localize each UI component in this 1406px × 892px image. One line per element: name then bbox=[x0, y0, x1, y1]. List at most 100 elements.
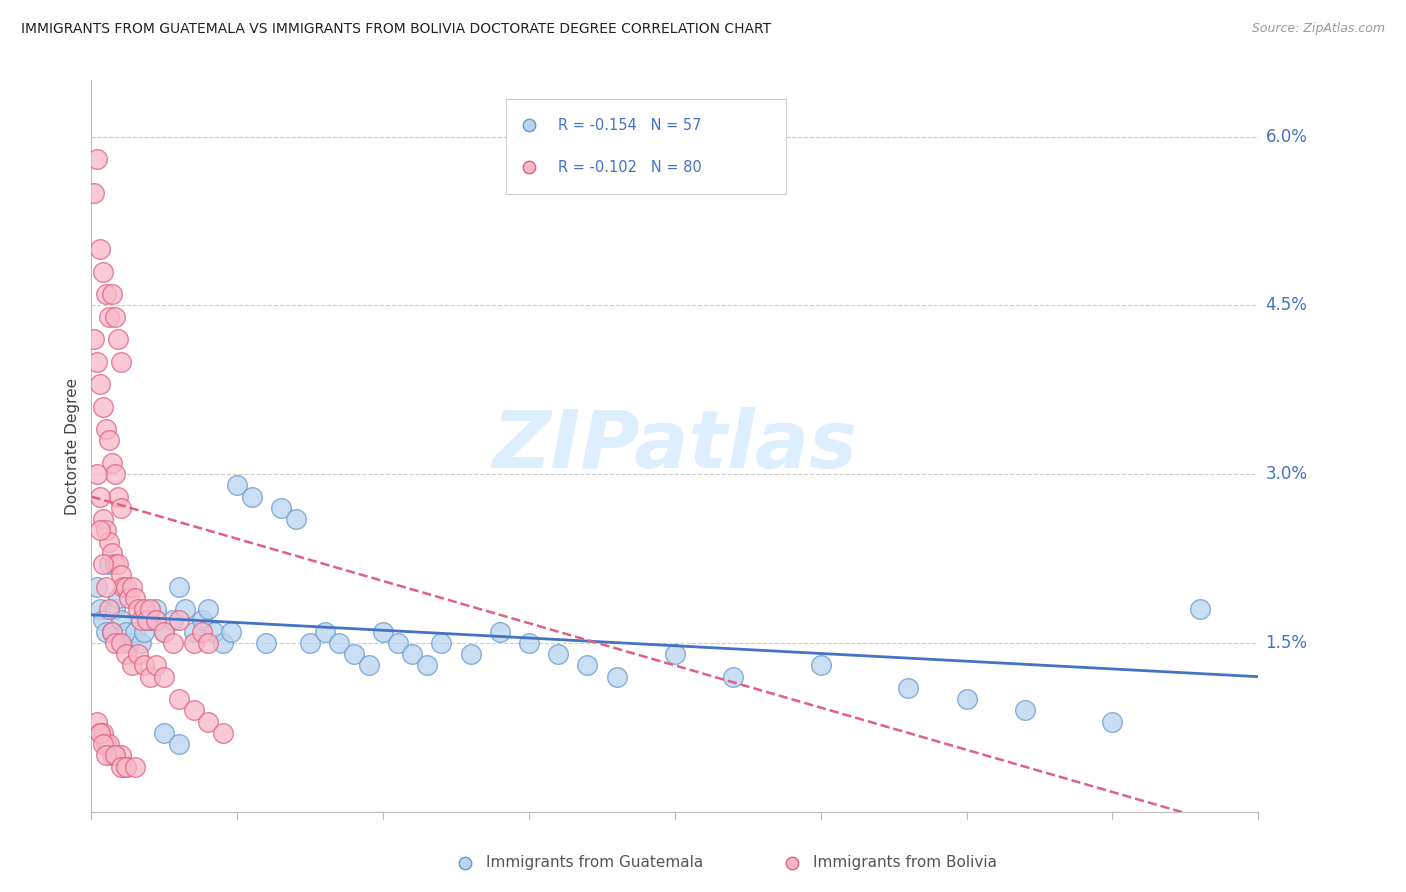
Text: 1.5%: 1.5% bbox=[1265, 634, 1308, 652]
Point bbox=[221, 624, 243, 639]
Text: ZIPatlas: ZIPatlas bbox=[492, 407, 858, 485]
Point bbox=[183, 636, 205, 650]
Point bbox=[86, 467, 108, 482]
Point bbox=[132, 658, 155, 673]
Point bbox=[138, 614, 162, 628]
Point bbox=[83, 186, 105, 200]
Point bbox=[101, 287, 124, 301]
Point bbox=[357, 658, 380, 673]
Point bbox=[101, 546, 124, 560]
Point bbox=[211, 636, 233, 650]
Point bbox=[167, 614, 190, 628]
Point bbox=[299, 636, 322, 650]
Point bbox=[121, 658, 143, 673]
Point bbox=[107, 591, 129, 605]
Point bbox=[91, 557, 114, 571]
Point bbox=[124, 591, 146, 605]
Point bbox=[89, 490, 111, 504]
Point bbox=[86, 580, 108, 594]
Point bbox=[97, 310, 120, 324]
Point bbox=[94, 737, 117, 751]
Point bbox=[94, 524, 117, 538]
Point bbox=[101, 624, 124, 639]
Point bbox=[197, 636, 219, 650]
Point bbox=[86, 714, 108, 729]
Point bbox=[110, 500, 132, 515]
Point bbox=[118, 591, 141, 605]
Point bbox=[489, 624, 512, 639]
Point bbox=[94, 287, 117, 301]
Point bbox=[94, 748, 117, 763]
Point bbox=[211, 726, 233, 740]
Point bbox=[115, 760, 138, 774]
Text: 3.0%: 3.0% bbox=[1265, 465, 1308, 483]
Point bbox=[153, 624, 176, 639]
Point bbox=[104, 748, 127, 763]
Point bbox=[162, 614, 184, 628]
Point bbox=[284, 512, 307, 526]
Point bbox=[91, 512, 114, 526]
Point bbox=[416, 658, 439, 673]
Point bbox=[197, 602, 219, 616]
Text: 4.5%: 4.5% bbox=[1265, 296, 1308, 314]
Point bbox=[897, 681, 920, 695]
Point bbox=[314, 624, 336, 639]
Point bbox=[153, 670, 176, 684]
Point bbox=[153, 726, 176, 740]
Point bbox=[89, 726, 111, 740]
Point bbox=[104, 748, 127, 763]
Point bbox=[371, 624, 394, 639]
Text: Source: ZipAtlas.com: Source: ZipAtlas.com bbox=[1251, 22, 1385, 36]
Point bbox=[127, 602, 149, 616]
Point bbox=[328, 636, 350, 650]
Point bbox=[91, 737, 114, 751]
Point bbox=[460, 647, 482, 661]
Text: R = -0.102   N = 80: R = -0.102 N = 80 bbox=[558, 160, 702, 175]
Point bbox=[576, 658, 599, 673]
Point bbox=[1014, 703, 1036, 717]
Point bbox=[430, 636, 453, 650]
Point bbox=[145, 614, 167, 628]
Point bbox=[110, 614, 132, 628]
Text: IMMIGRANTS FROM GUATEMALA VS IMMIGRANTS FROM BOLIVIA DOCTORATE DEGREE CORRELATIO: IMMIGRANTS FROM GUATEMALA VS IMMIGRANTS … bbox=[21, 22, 772, 37]
Point bbox=[101, 624, 124, 639]
Point bbox=[110, 748, 132, 763]
Point bbox=[124, 760, 146, 774]
Point bbox=[153, 624, 176, 639]
Point bbox=[254, 636, 277, 650]
Point bbox=[145, 602, 167, 616]
Point bbox=[110, 568, 132, 582]
Point bbox=[97, 434, 120, 448]
Point bbox=[197, 714, 219, 729]
Point bbox=[240, 490, 263, 504]
Point bbox=[94, 422, 117, 436]
Point bbox=[270, 500, 292, 515]
Point bbox=[138, 670, 162, 684]
Point bbox=[97, 602, 120, 616]
Point bbox=[83, 332, 105, 346]
Point bbox=[121, 580, 143, 594]
Point bbox=[86, 152, 108, 166]
Point bbox=[129, 636, 152, 650]
Point bbox=[167, 580, 190, 594]
Point bbox=[124, 624, 146, 639]
Point bbox=[97, 557, 120, 571]
Point bbox=[107, 557, 129, 571]
Point bbox=[191, 624, 214, 639]
Point bbox=[173, 602, 195, 616]
Point bbox=[202, 624, 225, 639]
Point bbox=[191, 614, 214, 628]
Point bbox=[115, 647, 138, 661]
Point bbox=[110, 636, 132, 650]
Point bbox=[115, 624, 138, 639]
Text: Immigrants from Guatemala: Immigrants from Guatemala bbox=[486, 855, 703, 871]
Point bbox=[110, 760, 132, 774]
Point bbox=[101, 456, 124, 470]
Point bbox=[91, 614, 114, 628]
Point bbox=[94, 580, 117, 594]
Point bbox=[183, 703, 205, 717]
Point bbox=[1189, 602, 1212, 616]
Point bbox=[107, 490, 129, 504]
Point bbox=[94, 624, 117, 639]
Point bbox=[226, 478, 249, 492]
